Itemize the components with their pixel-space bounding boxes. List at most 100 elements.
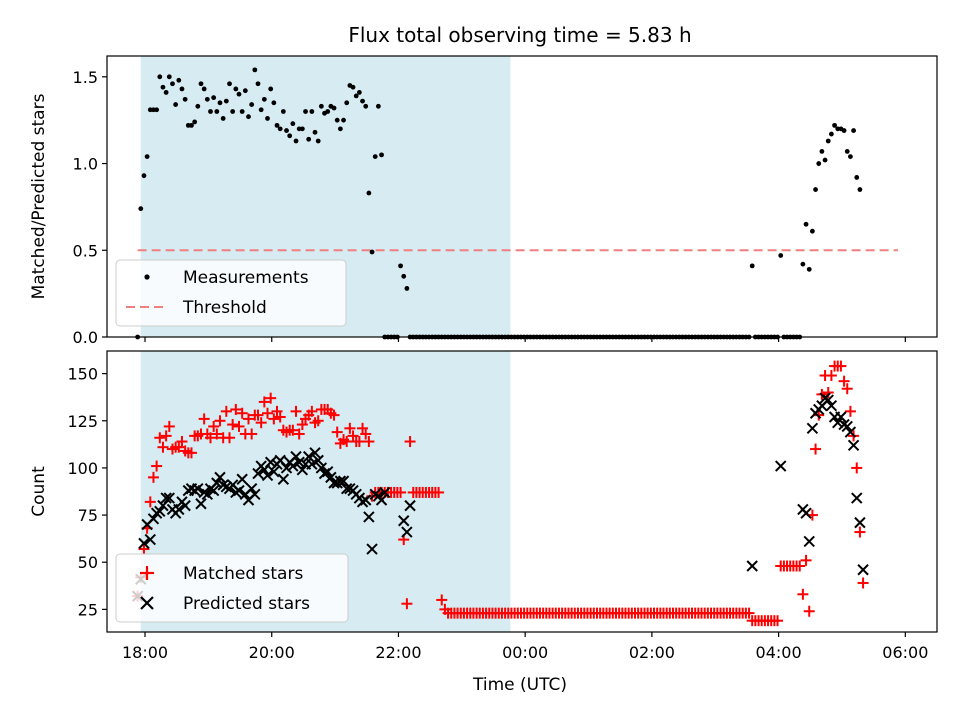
predicted-star-point (360, 494, 372, 506)
measurement-point (369, 249, 375, 255)
predicted-star-point (841, 420, 853, 433)
ratio-y-label: Matched/Predicted stars (29, 93, 49, 299)
predicted-star-point (160, 492, 172, 504)
y-tick-label: 125 (67, 412, 98, 431)
x-tick-label: 20:00 (249, 643, 295, 662)
predicted-star-point (800, 507, 812, 519)
ratio-panel: 0.0 0.5 1.0 1.5 Matched/Predicted stars Mea… (29, 55, 938, 347)
measurement-point (848, 154, 853, 160)
measurement-point (337, 126, 343, 132)
matched-star-point (436, 594, 448, 606)
ratio-panel-frame (106, 55, 938, 338)
predicted-star-point (366, 543, 378, 555)
matched-star-point (262, 407, 274, 419)
matched-star-point (243, 413, 255, 425)
measurement-point (293, 138, 299, 144)
predicted-star-point (245, 482, 258, 495)
measurement-point (208, 109, 213, 114)
measurement-point (832, 122, 837, 128)
measurement-point (163, 90, 169, 95)
predicted-star-point (302, 450, 315, 463)
predicted-star-point (287, 460, 299, 472)
matched-star-point (803, 605, 815, 617)
matched-star-point (312, 415, 324, 427)
matched-star-point (347, 430, 359, 442)
measurement-point (271, 100, 277, 106)
measurement-point (223, 98, 229, 104)
legend-predicted-marker (140, 596, 154, 610)
measurement-point (334, 117, 340, 123)
measurement-point (268, 86, 274, 92)
ratio-x-ticks (144, 337, 906, 342)
predicted-star-point (312, 454, 324, 467)
measurement-point (141, 173, 147, 179)
measurement-point (277, 126, 283, 132)
predicted-star-point (154, 505, 166, 518)
y-tick-label: 0.0 (73, 328, 98, 347)
matched-star-point (344, 422, 356, 434)
matched-star-point (772, 615, 784, 627)
predicted-star-point (857, 564, 869, 576)
matched-star-point (357, 422, 369, 434)
matched-star-point (144, 496, 156, 508)
predicted-star-point (379, 486, 391, 499)
measurement-point (312, 129, 318, 135)
y-tick-label: 1.0 (73, 155, 98, 174)
predicted-star-point (363, 511, 375, 523)
measurement-point (325, 109, 331, 114)
predicted-star-point (296, 464, 309, 476)
measurements-markers (135, 67, 863, 340)
predicted-star-point (806, 422, 819, 435)
predicted-star-point (306, 458, 318, 470)
measurement-point (806, 266, 812, 272)
x-tick-label: 06:00 (882, 643, 928, 662)
y-tick-label: 150 (67, 365, 98, 384)
measurement-point (157, 74, 163, 80)
x-tick-label: 18:00 (122, 643, 168, 662)
predicted-star-point (341, 482, 353, 495)
measurement-point (217, 100, 223, 106)
measurement-point (258, 107, 264, 113)
measurement-point (242, 88, 248, 94)
predicted-star-point (746, 560, 758, 572)
measurement-point (246, 114, 251, 120)
matched-star-point (208, 420, 220, 432)
predicted-star-point (173, 503, 185, 516)
measurement-point (341, 117, 346, 123)
measurement-point (350, 84, 356, 90)
predicted-stars-markers (131, 392, 869, 602)
matched-star-point (287, 424, 299, 436)
y-tick-label: 1.5 (73, 68, 98, 87)
matched-star-point (851, 462, 863, 474)
predicted-star-point (277, 473, 290, 485)
matched-star-point (825, 370, 837, 382)
matched-star-point (173, 441, 185, 453)
predicted-star-point (280, 462, 293, 474)
predicted-star-point (844, 426, 857, 438)
measurement-point (372, 154, 378, 160)
matched-star-point (274, 411, 286, 423)
predicted-star-point (268, 465, 280, 478)
predicted-star-point (404, 499, 416, 512)
measurement-point (829, 131, 834, 137)
matched-star-point (293, 428, 305, 440)
measurement-point (857, 187, 863, 192)
measurement-point (813, 187, 818, 192)
predicted-star-point (264, 456, 277, 468)
matched-star-point (233, 420, 245, 432)
measurement-point (816, 161, 822, 166)
measurement-point (366, 190, 372, 196)
y-tick-label: 25 (78, 600, 98, 619)
predicted-star-point (847, 439, 860, 452)
measurement-point (204, 96, 210, 102)
predicted-star-point (854, 516, 866, 529)
matched-star-point (230, 403, 242, 415)
legend-measurements-marker (144, 274, 150, 280)
measurement-point (318, 103, 324, 109)
measurement-point (179, 86, 185, 92)
x-axis-label: Time (UTC) (472, 675, 567, 695)
measurement-point (303, 109, 308, 114)
measurement-point (851, 128, 856, 133)
matched-star-point (185, 447, 197, 459)
predicted-star-point (179, 499, 191, 512)
